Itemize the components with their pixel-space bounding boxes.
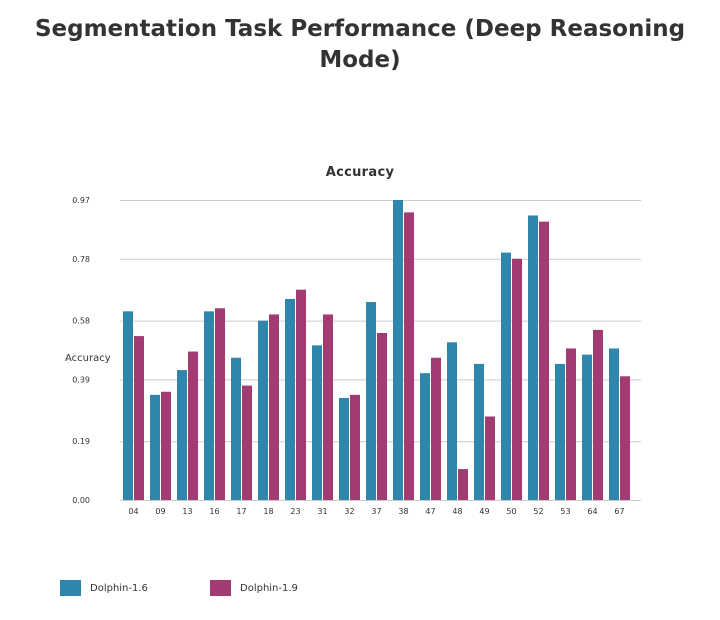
bar-dolphin-1-6-64 <box>582 354 592 500</box>
x-tick-labels: 04 09 13 16 17 18 23 31 32 37 38 47 48 49 50 52 53 64 67 <box>128 507 624 516</box>
bar-dolphin-1-6-23 <box>285 298 295 500</box>
legend: Dolphin-1.6 Dolphin-1.9 <box>60 580 298 596</box>
bar-chart: 0.00 0.19 0.39 0.58 0.78 0.97 04 09 13 16 17 18 23 3… <box>65 196 641 516</box>
x-tick-label: 16 <box>209 507 219 516</box>
bar-dolphin-1-9-52 <box>539 221 549 501</box>
bar-dolphin-1-9-23 <box>296 289 306 500</box>
y-tick-label: 0.00 <box>72 496 90 505</box>
bar-dolphin-1-9-47 <box>431 357 441 500</box>
bar-dolphin-1-6-04 <box>123 311 133 500</box>
chart-subtitle: Accuracy <box>325 165 395 180</box>
bar-dolphin-1-9-37 <box>377 332 387 500</box>
bar-dolphin-1-6-48 <box>447 342 457 500</box>
x-tick-label: 52 <box>533 507 543 516</box>
bar-dolphin-1-9-16 <box>215 308 225 500</box>
x-tick-label: 18 <box>263 507 273 516</box>
bar-dolphin-1-6-17 <box>231 357 241 500</box>
y-tick-label: 0.78 <box>72 255 90 264</box>
bar-dolphin-1-6-13 <box>177 370 187 500</box>
x-tick-label: 37 <box>371 507 381 516</box>
bar-dolphin-1-6-52 <box>528 215 538 500</box>
bar-dolphin-1-9-53 <box>566 348 576 500</box>
bar-dolphin-1-6-09 <box>150 394 160 500</box>
bar-dolphin-1-6-53 <box>555 363 565 500</box>
bar-dolphin-1-6-18 <box>258 320 268 500</box>
x-tick-label: 32 <box>344 507 354 516</box>
bar-dolphin-1-6-50 <box>501 252 511 500</box>
y-tick-label: 0.58 <box>72 317 90 326</box>
bar-dolphin-1-6-32 <box>339 397 349 500</box>
x-tick-label: 38 <box>398 507 408 516</box>
bar-dolphin-1-9-48 <box>458 469 468 500</box>
x-tick-label: 47 <box>425 507 435 516</box>
bar-dolphin-1-6-67 <box>609 348 619 500</box>
bar-dolphin-1-6-49 <box>474 363 484 500</box>
legend-item-dolphin-1-6[interactable]: Dolphin-1.6 <box>60 580 210 596</box>
x-tick-label: 31 <box>317 507 327 516</box>
legend-label: Dolphin-1.6 <box>90 582 148 594</box>
bar-dolphin-1-9-18 <box>269 314 279 500</box>
legend-item-dolphin-1-9[interactable]: Dolphin-1.9 <box>210 580 298 596</box>
x-tick-label: 09 <box>155 507 165 516</box>
x-tick-label: 48 <box>452 507 462 516</box>
legend-swatch-dolphin-1-6 <box>60 580 81 596</box>
y-tick-label: 0.97 <box>72 196 90 205</box>
bar-dolphin-1-9-67 <box>620 376 630 500</box>
bar-dolphin-1-9-49 <box>485 416 495 500</box>
legend-label: Dolphin-1.9 <box>240 582 298 594</box>
bar-dolphin-1-9-31 <box>323 314 333 500</box>
bar-dolphin-1-9-32 <box>350 394 360 500</box>
bar-dolphin-1-9-09 <box>161 391 171 500</box>
bar-dolphin-1-6-47 <box>420 373 430 500</box>
x-tick-label: 49 <box>479 507 489 516</box>
y-axis-label: Accuracy <box>65 353 111 364</box>
chart-title: Segmentation Task Performance (Deep Reas… <box>34 16 686 73</box>
bar-dolphin-1-9-38 <box>404 212 414 500</box>
x-tick-label: 04 <box>128 507 138 516</box>
y-tick-label: 0.19 <box>72 437 90 446</box>
bar-dolphin-1-6-31 <box>312 345 322 500</box>
x-tick-label: 50 <box>506 507 516 516</box>
bars <box>123 200 630 501</box>
bar-dolphin-1-9-13 <box>188 351 198 500</box>
bar-dolphin-1-9-64 <box>593 329 603 500</box>
y-tick-label: 0.39 <box>72 375 90 384</box>
bar-dolphin-1-9-04 <box>134 336 144 500</box>
legend-swatch-dolphin-1-9 <box>210 580 231 596</box>
bar-dolphin-1-6-16 <box>204 311 214 500</box>
x-tick-label: 23 <box>290 507 300 516</box>
y-tick-labels: 0.00 0.19 0.39 0.58 0.78 0.97 <box>72 196 90 505</box>
x-tick-label: 67 <box>614 507 624 516</box>
bar-dolphin-1-9-50 <box>512 258 522 500</box>
bar-dolphin-1-9-17 <box>242 385 252 500</box>
x-tick-label: 13 <box>182 507 192 516</box>
x-tick-label: 17 <box>236 507 246 516</box>
x-tick-label: 64 <box>587 507 597 516</box>
bar-dolphin-1-6-37 <box>366 302 376 500</box>
bar-dolphin-1-6-38 <box>393 200 403 500</box>
x-tick-label: 53 <box>560 507 570 516</box>
